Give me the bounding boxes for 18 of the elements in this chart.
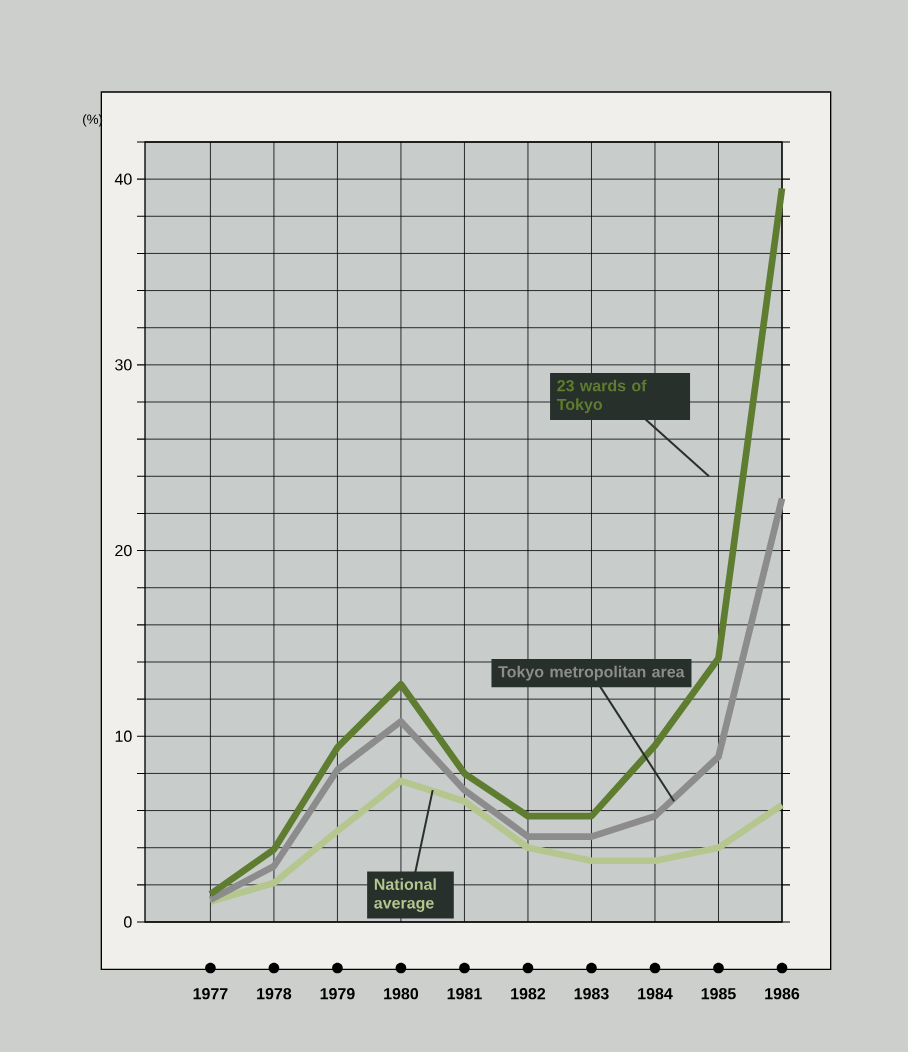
x-tick-label: 1981 — [447, 988, 482, 1000]
y-tick-label: 0 — [124, 916, 132, 928]
y-tick-label: 40 — [114, 173, 132, 185]
text: Tokyo metropolitan area — [498, 665, 685, 681]
y-tick-label: 10 — [115, 730, 132, 742]
x-tick-label: 1977 — [193, 988, 228, 1000]
x-tick-label: 1986 — [765, 988, 800, 1000]
x-tick-label: 1980 — [384, 988, 419, 1000]
x-tick-label: 1982 — [511, 988, 546, 1000]
x-tick-label: 1984 — [638, 988, 673, 1000]
x-tick-label: 1983 — [574, 988, 609, 1000]
text: National average — [374, 878, 436, 912]
y-tick-label: 20 — [115, 544, 132, 557]
text: 23 wards of Tokyo — [556, 379, 647, 414]
x-tick-label: 1978 — [257, 988, 292, 1000]
y-tick-label: 30 — [115, 359, 132, 371]
x-tick-label: 1985 — [701, 988, 736, 1000]
x-tick-label: 1979 — [320, 988, 355, 1000]
